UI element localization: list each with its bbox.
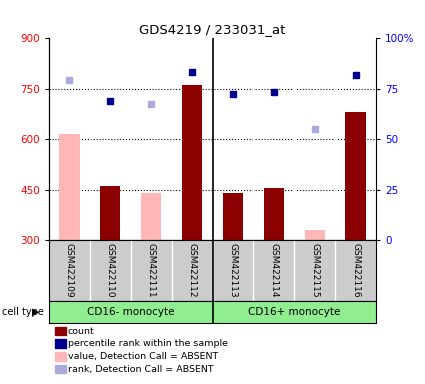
Text: GSM422111: GSM422111 [147,243,156,298]
Bar [141,193,162,240]
Text: CD16- monocyte: CD16- monocyte [87,307,174,317]
Text: GSM422116: GSM422116 [351,243,360,298]
Text: rank, Detection Call = ABSENT: rank, Detection Call = ABSENT [68,364,214,374]
Bar [100,186,120,240]
Bar [59,134,79,240]
Text: count: count [68,326,95,336]
Bar [305,230,325,240]
Text: GSM422113: GSM422113 [229,243,238,298]
Text: ▶: ▶ [32,307,40,317]
Text: GSM422114: GSM422114 [269,243,278,298]
Text: percentile rank within the sample: percentile rank within the sample [68,339,228,348]
Text: GSM422112: GSM422112 [187,243,196,298]
Bar [346,112,366,240]
Title: GDS4219 / 233031_at: GDS4219 / 233031_at [139,23,286,36]
Text: GSM422115: GSM422115 [310,243,319,298]
Text: cell type: cell type [2,307,44,317]
Text: GSM422110: GSM422110 [106,243,115,298]
Bar [182,85,202,240]
Text: GSM422109: GSM422109 [65,243,74,298]
Text: CD16+ monocyte: CD16+ monocyte [248,307,340,317]
Bar [223,193,243,240]
Text: value, Detection Call = ABSENT: value, Detection Call = ABSENT [68,352,218,361]
Bar [264,188,284,240]
